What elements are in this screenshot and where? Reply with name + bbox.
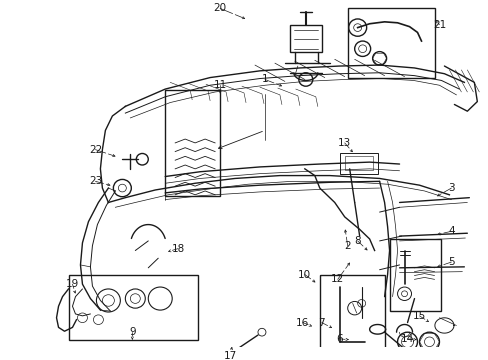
Bar	[344, 156, 372, 170]
Text: 6: 6	[336, 334, 343, 344]
Bar	[339, 153, 377, 174]
Bar	[165, 90, 220, 196]
Text: 12: 12	[330, 274, 344, 284]
Text: 18: 18	[171, 244, 184, 253]
Bar	[289, 25, 321, 51]
Bar	[68, 275, 198, 340]
Text: 3: 3	[447, 183, 454, 193]
Text: 15: 15	[412, 311, 425, 321]
Text: 7: 7	[318, 318, 325, 328]
Text: 22: 22	[89, 145, 102, 155]
Text: 17: 17	[223, 351, 236, 360]
Bar	[347, 8, 435, 77]
Text: 5: 5	[447, 257, 454, 267]
Text: 8: 8	[354, 236, 360, 246]
Text: 13: 13	[337, 138, 350, 148]
Text: 1: 1	[261, 75, 268, 85]
Bar	[319, 275, 384, 360]
Text: 20: 20	[213, 3, 226, 13]
Text: 23: 23	[89, 176, 102, 186]
Text: 16: 16	[296, 318, 309, 328]
Bar	[389, 239, 441, 311]
Text: 4: 4	[447, 226, 454, 236]
Text: 10: 10	[298, 270, 311, 280]
Text: 21: 21	[432, 20, 445, 30]
Text: 2: 2	[344, 241, 350, 251]
Text: 19: 19	[66, 279, 79, 289]
Text: 14: 14	[400, 334, 413, 344]
Text: 9: 9	[129, 327, 135, 337]
Text: 11: 11	[213, 80, 226, 90]
